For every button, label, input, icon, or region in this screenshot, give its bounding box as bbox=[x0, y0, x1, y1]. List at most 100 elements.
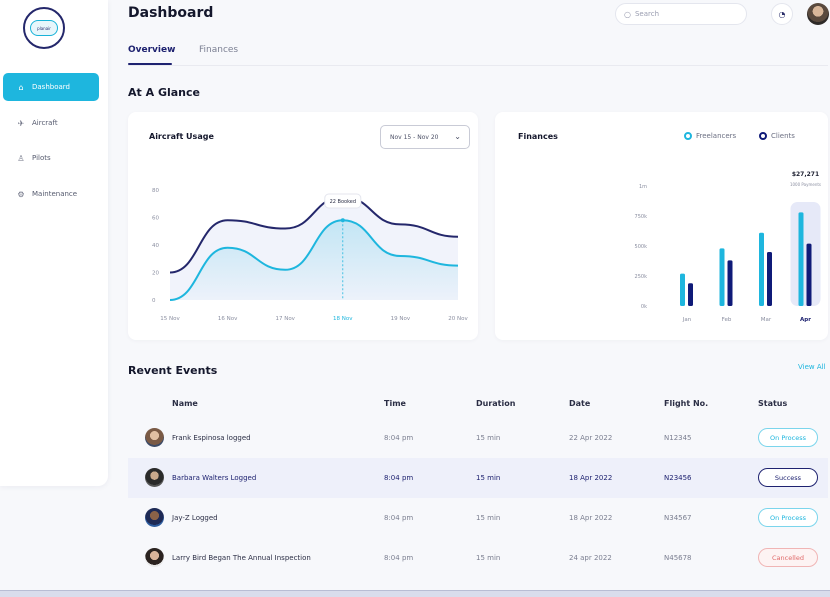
aircraft-usage-card: Aircraft Usage Nov 15 - Nov 20 ⌄ 0 20 40 60… bbox=[128, 112, 478, 340]
table-row[interactable]: Larry Bird Began The Annual Inspection 8… bbox=[128, 538, 828, 578]
event-flight: N34567 bbox=[664, 514, 692, 522]
x-tick-label: Apr bbox=[800, 317, 811, 323]
series-line bbox=[169, 195, 459, 274]
y-tick-label: 20 bbox=[152, 271, 159, 277]
event-name: Larry Bird Began The Annual Inspection bbox=[172, 554, 311, 562]
search-placeholder: Search bbox=[634, 10, 660, 18]
line-chart: 0 20 40 60 80 15 Nov 16 Nov 17 Nov 18 Nov 19 Nov 2… bbox=[152, 188, 468, 322]
chevron-down-icon: ⌄ bbox=[454, 132, 461, 141]
event-flight: N12345 bbox=[664, 434, 692, 442]
user-icon: ♙ bbox=[17, 153, 25, 163]
sidebar-item-label: Dashboard bbox=[32, 83, 70, 91]
y-tick-label: 250k bbox=[635, 274, 648, 280]
column-header-flight: Flight No. bbox=[664, 399, 709, 408]
event-date: 18 Apr 2022 bbox=[569, 514, 613, 522]
event-time: 8:04 pm bbox=[384, 514, 414, 522]
table-row[interactable]: Jay-Z Logged 8:04 pm 15 min 18 Apr 2022 … bbox=[128, 498, 828, 538]
active-tab-indicator bbox=[128, 63, 172, 65]
search-icon: ○ bbox=[624, 9, 631, 19]
event-duration: 15 min bbox=[476, 474, 501, 482]
status-badge[interactable]: Success bbox=[758, 468, 818, 487]
finances-title: Finances bbox=[518, 132, 558, 141]
data-point bbox=[340, 218, 345, 223]
x-tick-label: Mar bbox=[761, 317, 772, 323]
search-input[interactable]: ○ Search bbox=[615, 3, 747, 25]
event-name: Barbara Walters Logged bbox=[172, 474, 257, 482]
bar-freelancers bbox=[680, 273, 685, 306]
tooltip-label: 22 Booked bbox=[330, 199, 356, 205]
avatar bbox=[145, 428, 164, 447]
x-tick-label: 16 Nov bbox=[218, 316, 238, 322]
x-tick-label: 19 Nov bbox=[391, 316, 411, 322]
sidebar-item-label: Aircraft bbox=[32, 119, 58, 127]
sidebar-item-label: Pilots bbox=[32, 154, 51, 162]
y-tick-label: 80 bbox=[152, 188, 159, 194]
legend-label: Freelancers bbox=[696, 132, 737, 140]
tooltip-label: 1000 Payments bbox=[790, 182, 821, 187]
home-icon: ⌂ bbox=[18, 82, 24, 92]
y-tick-label: 500k bbox=[635, 244, 648, 250]
logo[interactable]: planair bbox=[23, 7, 65, 49]
table-row[interactable]: Frank Espinosa logged 8:04 pm 15 min 22 … bbox=[128, 418, 828, 458]
status-badge[interactable]: Cancelled bbox=[758, 548, 818, 567]
table-row[interactable]: Barbara Walters Logged 8:04 pm 15 min 18… bbox=[128, 458, 828, 498]
window-bottom-bar bbox=[0, 590, 830, 597]
series-area bbox=[170, 220, 458, 300]
x-tick-label: 18 Nov bbox=[333, 316, 353, 322]
avatar[interactable] bbox=[807, 3, 829, 25]
event-duration: 15 min bbox=[476, 514, 501, 522]
event-time: 8:04 pm bbox=[384, 554, 414, 562]
view-all-link[interactable]: View All bbox=[798, 363, 826, 371]
status-badge[interactable]: On Process bbox=[758, 508, 818, 527]
date-range-dropdown[interactable]: Nov 15 - Nov 20 ⌄ bbox=[380, 125, 470, 149]
event-date: 18 Apr 2022 bbox=[569, 474, 613, 482]
avatar bbox=[145, 508, 164, 527]
y-tick-label: 750k bbox=[635, 214, 648, 220]
y-tick-label: 0k bbox=[641, 304, 647, 310]
notification-button[interactable]: ◔ bbox=[771, 3, 793, 25]
tab-overview[interactable]: Overview bbox=[128, 45, 176, 55]
sidebar: planair ⌂ Dashboard ✈ Aircraft ♙ Pilots … bbox=[0, 0, 108, 486]
bar-chart: 0k250k500k750k1mJanFebMarAprMayJun$27,27… bbox=[635, 171, 821, 323]
x-tick-label: 20 Nov bbox=[448, 316, 468, 322]
tab-finances[interactable]: Finances bbox=[199, 45, 239, 55]
sidebar-item-aircraft[interactable]: ✈ Aircraft bbox=[3, 109, 99, 137]
event-name: Frank Espinosa logged bbox=[172, 434, 251, 442]
main-content: Dashboard ○ Search ◔ Overview Finances A… bbox=[115, 0, 830, 590]
aircraft-icon: ✈ bbox=[17, 118, 25, 128]
event-flight: N23456 bbox=[664, 474, 692, 482]
tooltip-value: $27,271 bbox=[792, 171, 819, 178]
y-tick-label: 60 bbox=[152, 216, 159, 222]
y-tick-label: 1m bbox=[639, 184, 647, 190]
sidebar-item-dashboard[interactable]: ⌂ Dashboard bbox=[3, 73, 99, 101]
legend-label: Clients bbox=[771, 132, 795, 140]
column-header-time: Time bbox=[384, 399, 406, 408]
legend-dot-icon bbox=[684, 132, 692, 140]
event-duration: 15 min bbox=[476, 434, 501, 442]
sidebar-item-label: Maintenance bbox=[32, 190, 78, 198]
event-time: 8:04 pm bbox=[384, 434, 414, 442]
event-time: 8:04 pm bbox=[384, 474, 414, 482]
x-tick-label: Jan bbox=[682, 317, 692, 323]
bar-freelancers bbox=[759, 232, 764, 306]
section-title-events: Revent Events bbox=[128, 364, 218, 377]
column-header-status: Status bbox=[758, 399, 788, 408]
x-tick-label: Feb bbox=[722, 317, 732, 323]
bar-clients bbox=[806, 243, 812, 306]
avatar bbox=[145, 548, 164, 567]
sidebar-item-maintenance[interactable]: ⚙ Maintenance bbox=[3, 180, 99, 208]
column-header-name: Name bbox=[172, 399, 198, 408]
x-tick-label: 15 Nov bbox=[160, 316, 180, 322]
logo-text: planair bbox=[30, 20, 58, 36]
status-badge[interactable]: On Process bbox=[758, 428, 818, 447]
event-name: Jay-Z Logged bbox=[172, 514, 218, 522]
sidebar-item-pilots[interactable]: ♙ Pilots bbox=[3, 144, 99, 172]
bar-freelancers bbox=[798, 212, 804, 306]
chart-tooltip bbox=[324, 193, 362, 209]
legend-dot-icon bbox=[759, 132, 767, 140]
event-date: 24 apr 2022 bbox=[569, 554, 612, 562]
bar-clients bbox=[767, 252, 772, 306]
bar-clients bbox=[688, 283, 693, 306]
finances-card: Finances Freelancers Clients 0k 250k 500k 7… bbox=[495, 112, 828, 340]
highlight-column bbox=[790, 202, 821, 306]
